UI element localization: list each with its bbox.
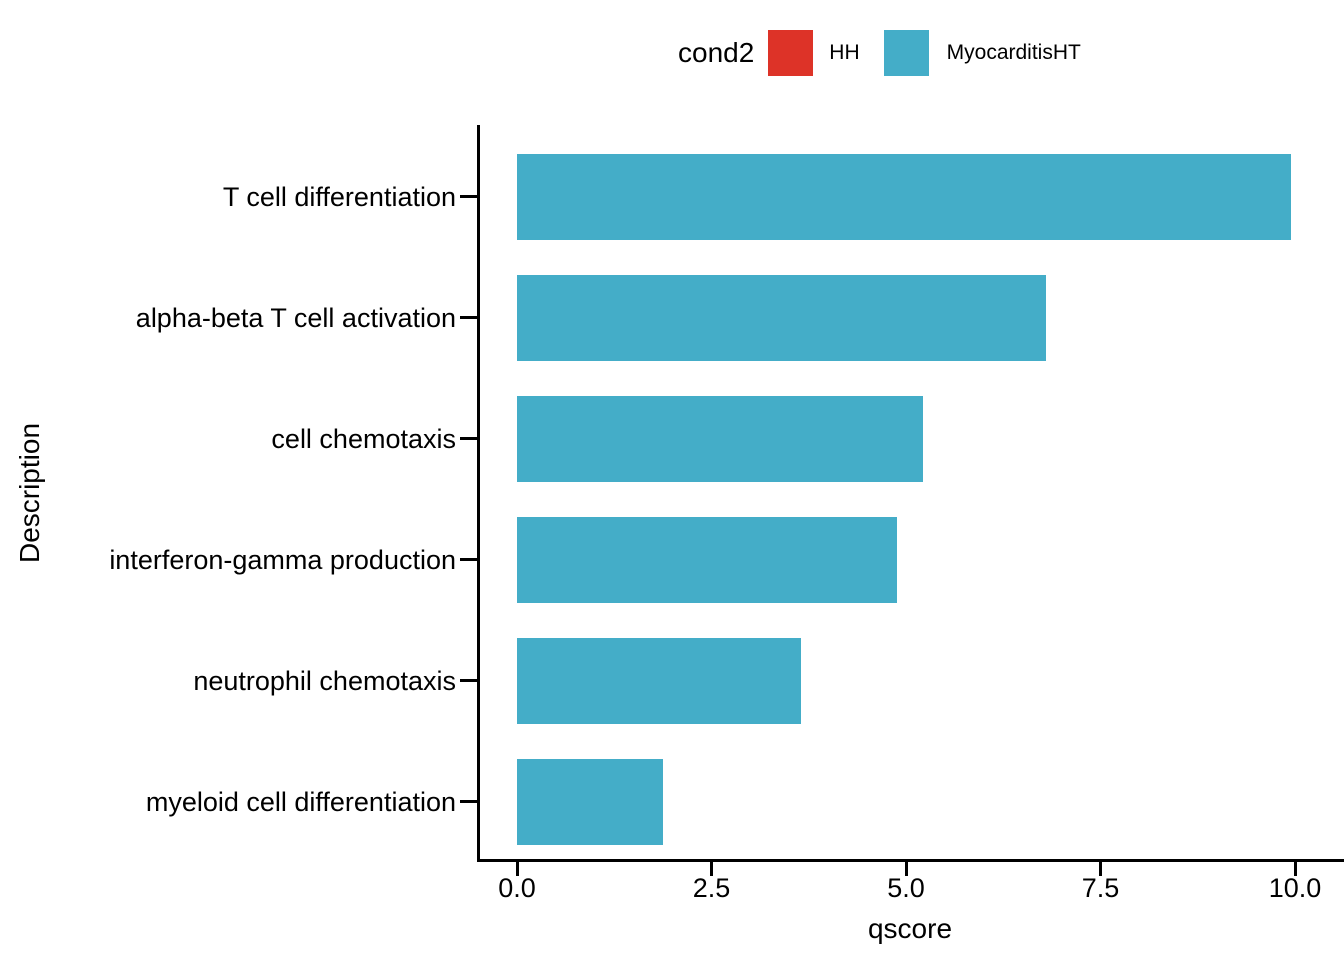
x-axis-tick-label: 7.5 xyxy=(1081,873,1120,903)
x-axis-tick xyxy=(1099,862,1102,876)
y-axis-title: Description xyxy=(14,422,45,564)
y-axis-category-label: alpha-beta T cell activation xyxy=(135,302,456,333)
bar xyxy=(517,395,924,482)
x-axis-tick-label: 2.5 xyxy=(692,873,731,903)
bar xyxy=(517,758,664,845)
x-axis-title: qscore xyxy=(867,913,953,944)
legend-label-hh: HH xyxy=(829,41,860,64)
legend: cond2 HH MyocarditisHT xyxy=(678,30,1081,76)
bar xyxy=(517,516,897,603)
y-axis-category-label: myeloid cell differentiation xyxy=(145,786,456,817)
legend-title: cond2 xyxy=(678,37,755,68)
y-axis-category-label: interferon-gamma production xyxy=(109,544,456,575)
x-axis-tick xyxy=(1293,862,1297,876)
x-axis-tick xyxy=(515,862,519,876)
x-axis-line xyxy=(477,859,1344,862)
legend-swatch-myocarditisht xyxy=(883,30,929,76)
x-axis-tick-label: 0.0 xyxy=(498,873,536,903)
x-axis-tick-label: 10.0 xyxy=(1268,873,1322,903)
y-axis-category-label: neutrophil chemotaxis xyxy=(193,665,456,696)
legend-label-myocarditisht: MyocarditisHT xyxy=(946,41,1081,64)
y-axis-category-label: T cell differentiation xyxy=(222,181,456,212)
x-axis-tick-label: 5.0 xyxy=(887,873,925,903)
bar xyxy=(517,274,1047,361)
legend-swatch-hh xyxy=(768,30,814,76)
bar xyxy=(517,153,1292,240)
y-axis-tick xyxy=(460,437,477,440)
y-axis-category-label: cell chemotaxis xyxy=(271,423,456,454)
y-axis-tick xyxy=(460,800,477,803)
y-axis-tick xyxy=(460,558,477,561)
y-axis-line xyxy=(477,125,480,862)
y-axis-tick xyxy=(460,679,477,682)
x-axis-tick xyxy=(710,862,713,876)
y-axis-tick xyxy=(460,195,477,198)
x-axis-tick xyxy=(904,862,908,876)
y-axis-tick xyxy=(460,316,477,319)
bar xyxy=(517,637,801,724)
